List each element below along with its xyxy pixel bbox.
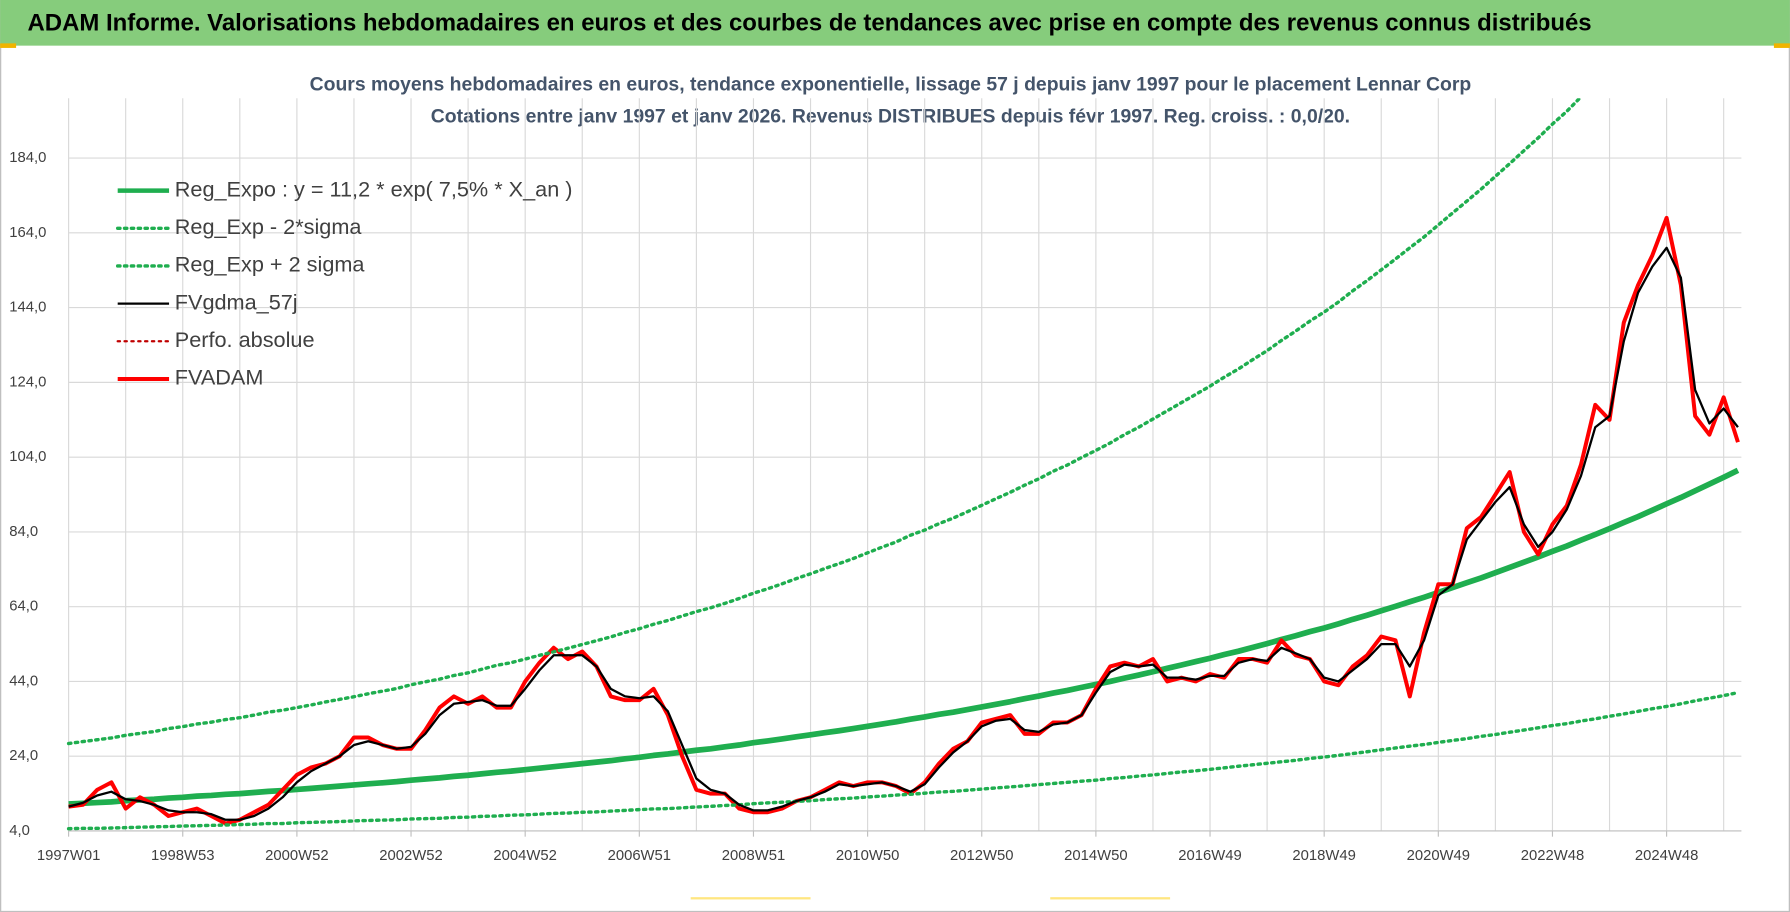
x-tick-label: 2004W52	[493, 848, 556, 864]
x-tick-label: 2022W48	[1521, 848, 1584, 864]
legend-label: Perfo. absolue	[175, 327, 315, 352]
x-tick-label: 2024W48	[1635, 848, 1698, 864]
y-tick-label: 164,0	[9, 225, 46, 241]
x-tick-label: 2000W52	[265, 848, 328, 864]
series-line	[66, 690, 1740, 831]
x-tick-label: 2018W49	[1292, 848, 1355, 864]
footer-mark	[690, 897, 811, 900]
series-line	[68, 246, 1739, 821]
legend-label: FVADAM	[175, 365, 264, 390]
x-tick-label: 2008W51	[722, 848, 785, 864]
y-tick-label: 44,0	[9, 673, 38, 689]
page-title: ADAM Informe. Valorisations hebdomadaire…	[28, 9, 1592, 36]
x-tick-label: 2014W50	[1064, 848, 1127, 864]
x-tick-label: 2010W50	[836, 848, 899, 864]
y-tick-label: 84,0	[9, 524, 38, 540]
header-band	[0, 0, 1790, 46]
y-tick-label: 144,0	[9, 300, 46, 316]
legend-label: Reg_Expo : y = 11,2 * exp( 7,5% * X_an )	[175, 176, 573, 201]
x-tick-label: 2012W50	[950, 848, 1013, 864]
series-group	[68, 246, 1739, 821]
y-tick-label: 124,0	[9, 374, 46, 390]
legend-label: Reg_Exp - 2*sigma	[175, 214, 363, 239]
y-tick-label: 64,0	[9, 599, 38, 615]
x-tick-label: 2020W49	[1407, 848, 1470, 864]
y-tick-label: 184,0	[9, 150, 46, 166]
y-tick-label: 104,0	[9, 449, 46, 465]
series-group	[66, 98, 1582, 746]
x-tick-label: 2002W52	[379, 848, 442, 864]
series-line	[66, 98, 1582, 746]
footer-mark	[1050, 897, 1171, 900]
y-tick-label: 4,0	[9, 823, 30, 839]
y-tick-label: 24,0	[9, 748, 38, 764]
x-tick-label: 1997W01	[37, 848, 100, 864]
corner-mark	[0, 43, 17, 48]
x-tick-label: 2016W49	[1178, 848, 1241, 864]
series-group	[66, 690, 1740, 831]
series-group	[68, 467, 1740, 807]
corner-mark	[1773, 43, 1790, 48]
legend-label: Reg_Exp + 2 sigma	[175, 252, 366, 277]
x-tick-label: 1998W53	[151, 848, 214, 864]
chart-title: Cours moyens hebdomadaires en euros, ten…	[310, 74, 1472, 96]
series-line	[68, 467, 1740, 807]
legend-label: FVgdma_57j	[175, 289, 298, 314]
x-tick-label: 2006W51	[608, 848, 671, 864]
chart-subtitle: Cotations entre janv 1997 et janv 2026. …	[431, 106, 1350, 128]
